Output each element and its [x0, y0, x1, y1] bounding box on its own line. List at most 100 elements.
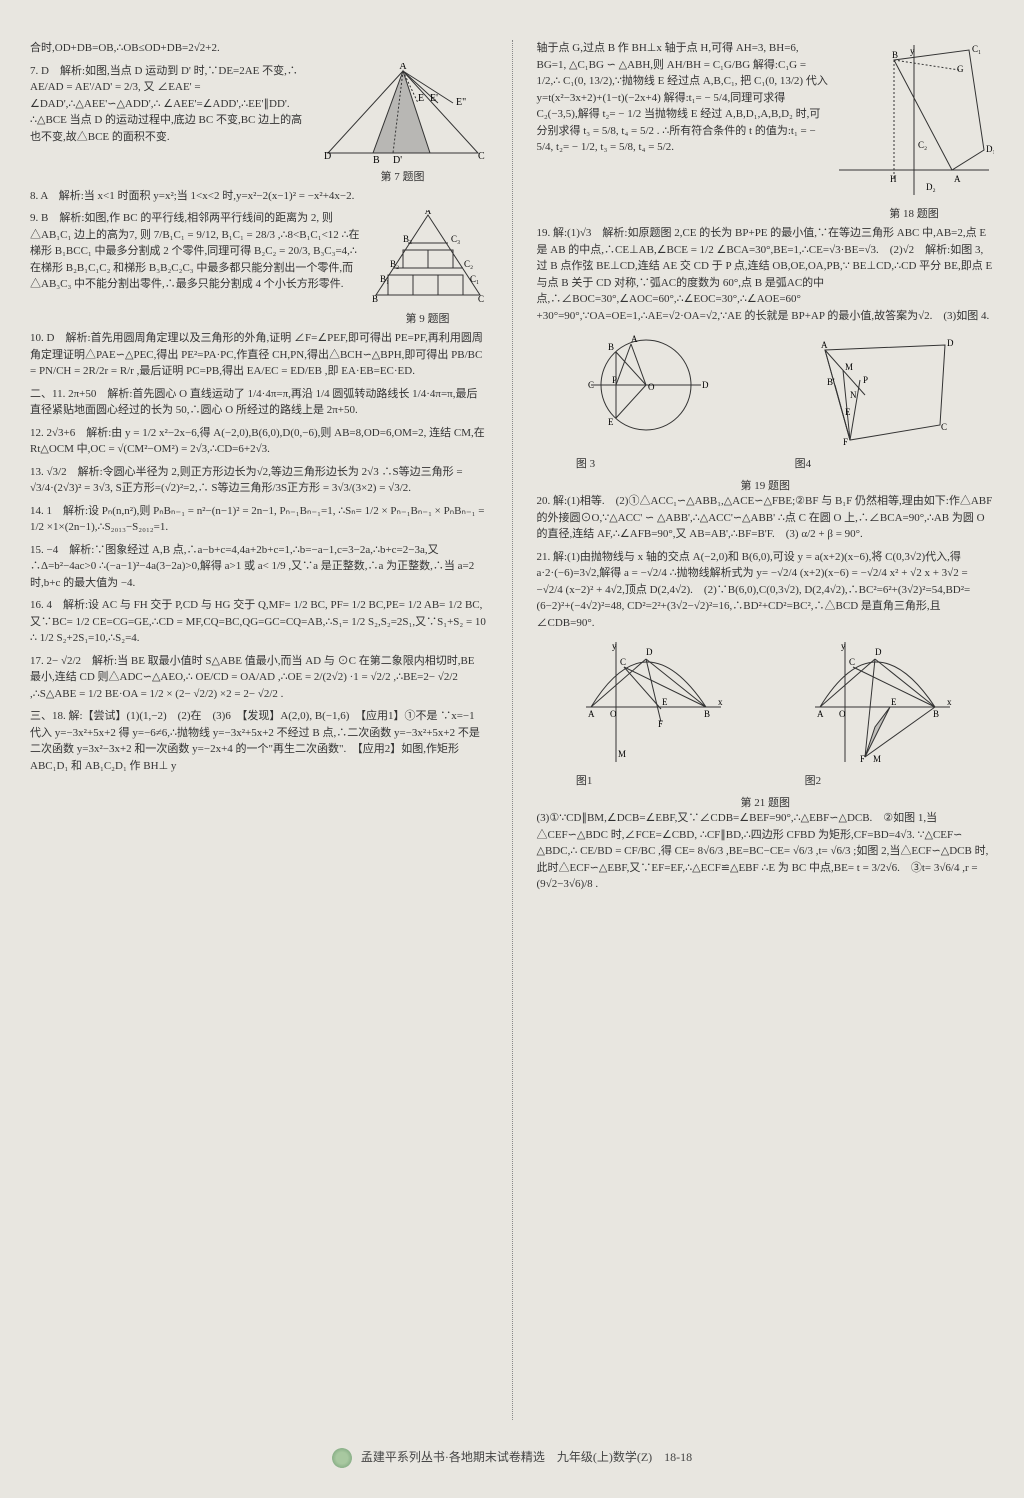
- svg-text:F: F: [860, 754, 865, 764]
- svg-text:A: A: [821, 340, 828, 350]
- svg-text:G: G: [957, 64, 964, 74]
- figure-19-3-caption: 图 3: [576, 455, 716, 471]
- svg-text:y: y: [910, 46, 915, 56]
- svg-text:C₁: C₁: [470, 274, 479, 284]
- svg-text:C: C: [620, 657, 626, 667]
- figure-18-caption: 第 18 题图: [834, 205, 994, 221]
- svg-text:D: D: [646, 647, 653, 657]
- footer-text: 孟建平系列丛书·各地期末试卷精选 九年级(上)数学(Z) 18-18: [361, 1450, 692, 1464]
- svg-text:B: B: [892, 50, 898, 60]
- svg-text:E: E: [418, 93, 424, 104]
- svg-text:O: O: [610, 709, 617, 719]
- svg-text:B: B: [933, 709, 939, 719]
- figure-21-2-caption: 图2: [805, 772, 955, 788]
- svg-text:O: O: [839, 709, 846, 719]
- text-line: 21. 解:(1)由抛物线与 x 轴的交点 A(−2,0)和 B(6,0),可设…: [537, 549, 995, 632]
- text-line: (3)①∵CD∥BM,∠DCB=∠EBF,又∵∠CDB=∠BEF=90°,∴△E…: [537, 810, 995, 893]
- svg-text:P: P: [863, 375, 868, 385]
- svg-text:H: H: [890, 174, 897, 184]
- text-line: 20. 解:(1)相等. (2)①△ACC₁∽△ABB₁,△ACE∽△FBE;②…: [537, 493, 995, 543]
- figure-19-4-caption: 图4: [795, 455, 955, 471]
- svg-text:B': B': [827, 377, 835, 387]
- svg-text:P: P: [612, 375, 617, 385]
- text-line: 15. −4 解析:∵图象经过 A,B 点,∴a−b+c=4,4a+2b+c=1…: [30, 542, 488, 592]
- svg-text:A: A: [954, 174, 961, 184]
- figure-21-pair: y x D C A O E B F M 图1: [537, 637, 995, 788]
- svg-text:F: F: [658, 719, 663, 729]
- svg-text:B₃: B₃: [403, 234, 412, 244]
- figure-19-4: A D C F B' M P N E 图4: [795, 330, 955, 471]
- left-column: 合时,OD+DB=OB,∴OB≤OD+DB=2√2+2. A E E' E" D…: [30, 40, 488, 1420]
- svg-text:x: x: [947, 697, 952, 707]
- svg-text:M: M: [873, 754, 881, 764]
- figure-21-2: y x D C A O E B F M 图2: [805, 637, 955, 788]
- svg-text:y: y: [612, 641, 617, 651]
- svg-text:A: A: [399, 63, 407, 72]
- svg-text:A: A: [588, 709, 595, 719]
- svg-text:A: A: [424, 210, 431, 216]
- svg-text:B₂: B₂: [390, 259, 399, 269]
- svg-text:C: C: [478, 294, 484, 304]
- svg-text:C: C: [849, 657, 855, 667]
- text-line: 17. 2− √2/2 解析:当 BE 取最小值时 S△ABE 值最小,而当 A…: [30, 653, 488, 703]
- text-line: 二、11. 2π+50 解析:首先圆心 O 直线运动了 1/4·4π=π,再沿 …: [30, 386, 488, 419]
- page-columns: 合时,OD+DB=OB,∴OB≤OD+DB=2√2+2. A E E' E" D…: [30, 40, 994, 1420]
- svg-text:C₂: C₂: [918, 140, 927, 150]
- svg-text:F: F: [843, 437, 848, 447]
- svg-text:C₁: C₁: [972, 44, 981, 54]
- svg-text:D: D: [947, 338, 954, 348]
- svg-text:C₂: C₂: [464, 259, 473, 269]
- text-line: 三、18. 解:【尝试】(1)(1,−2) (2)在 (3)6 【发现】A(2,…: [30, 708, 488, 774]
- svg-text:D: D: [875, 647, 882, 657]
- text-line: 10. D 解析:首先用圆周角定理以及三角形的外角,证明 ∠F=∠PEF,即可得…: [30, 330, 488, 380]
- figure-7: A E E' E" D B D' C 第 7 题图: [318, 63, 488, 184]
- svg-text:B: B: [373, 155, 380, 163]
- svg-text:D: D: [702, 380, 709, 390]
- text-line: 14. 1 解析:设 Pₙ(n,n²),则 PₙBₙ₋₁ = n²−(n−1)²…: [30, 503, 488, 536]
- text-line: 16. 4 解析:设 AC 与 FH 交于 P,CD 与 HG 交于 Q,MF=…: [30, 597, 488, 647]
- figure-9: A B₃ C₃ B₂ C₂ B₁ C₁ B C 第 9 题图: [368, 210, 488, 326]
- svg-text:N: N: [850, 390, 857, 400]
- svg-text:y: y: [841, 641, 846, 651]
- figure-18: y B C₁ G C₂ D₁ A H D₂ 第 18 题图: [834, 40, 994, 221]
- right-column: y B C₁ G C₂ D₁ A H D₂ 第 18 题图 轴于点 G,过点 B…: [537, 40, 995, 1420]
- figure-21-1-caption: 图1: [576, 772, 726, 788]
- figure-21-caption: 第 21 题图: [537, 794, 995, 810]
- figure-19-caption: 第 19 题图: [537, 477, 995, 493]
- text-line: 12. 2√3+6 解析:由 y = 1/2 x²−2x−6,得 A(−2,0)…: [30, 425, 488, 458]
- svg-text:C: C: [478, 151, 485, 162]
- figure-7-caption: 第 7 题图: [318, 168, 488, 184]
- svg-text:M: M: [618, 749, 626, 759]
- svg-text:D: D: [324, 151, 331, 162]
- text-line: 合时,OD+DB=OB,∴OB≤OD+DB=2√2+2.: [30, 40, 488, 57]
- svg-text:C: C: [588, 380, 594, 390]
- text-line: 8. A 解析:当 x<1 时面积 y=x²;当 1<x<2 时,y=x²−2(…: [30, 188, 488, 205]
- svg-text:x: x: [718, 697, 723, 707]
- svg-text:E': E': [430, 93, 438, 104]
- figure-19-pair: A B C D E O P 图 3 A: [537, 330, 995, 471]
- svg-text:C: C: [941, 422, 947, 432]
- svg-text:B: B: [608, 342, 614, 352]
- svg-text:D₂: D₂: [926, 182, 936, 192]
- svg-text:A: A: [631, 334, 638, 344]
- svg-text:C₃: C₃: [451, 234, 460, 244]
- svg-text:D₁: D₁: [986, 144, 994, 154]
- figure-9-caption: 第 9 题图: [368, 310, 488, 326]
- svg-text:D': D': [393, 155, 402, 163]
- svg-text:E: E: [845, 407, 851, 417]
- svg-text:E": E": [456, 97, 466, 108]
- svg-text:M: M: [845, 362, 853, 372]
- figure-19-3: A B C D E O P 图 3: [576, 330, 716, 471]
- text-line: 19. 解:(1)√3 解析:如原题图 2,CE 的长为 BP+PE 的最小值,…: [537, 225, 995, 324]
- column-divider: [512, 40, 513, 1420]
- footer-icon: [332, 1448, 352, 1468]
- svg-text:E: E: [891, 697, 897, 707]
- svg-text:B: B: [704, 709, 710, 719]
- figure-21-1: y x D C A O E B F M 图1: [576, 637, 726, 788]
- svg-text:B₁: B₁: [380, 274, 389, 284]
- svg-text:A: A: [817, 709, 824, 719]
- svg-text:B: B: [372, 294, 378, 304]
- svg-text:E: E: [608, 417, 614, 427]
- svg-text:E: E: [662, 697, 668, 707]
- text-line: 13. √3/2 解析:令圆心半径为 2,则正方形边长为√2,等边三角形边长为 …: [30, 464, 488, 497]
